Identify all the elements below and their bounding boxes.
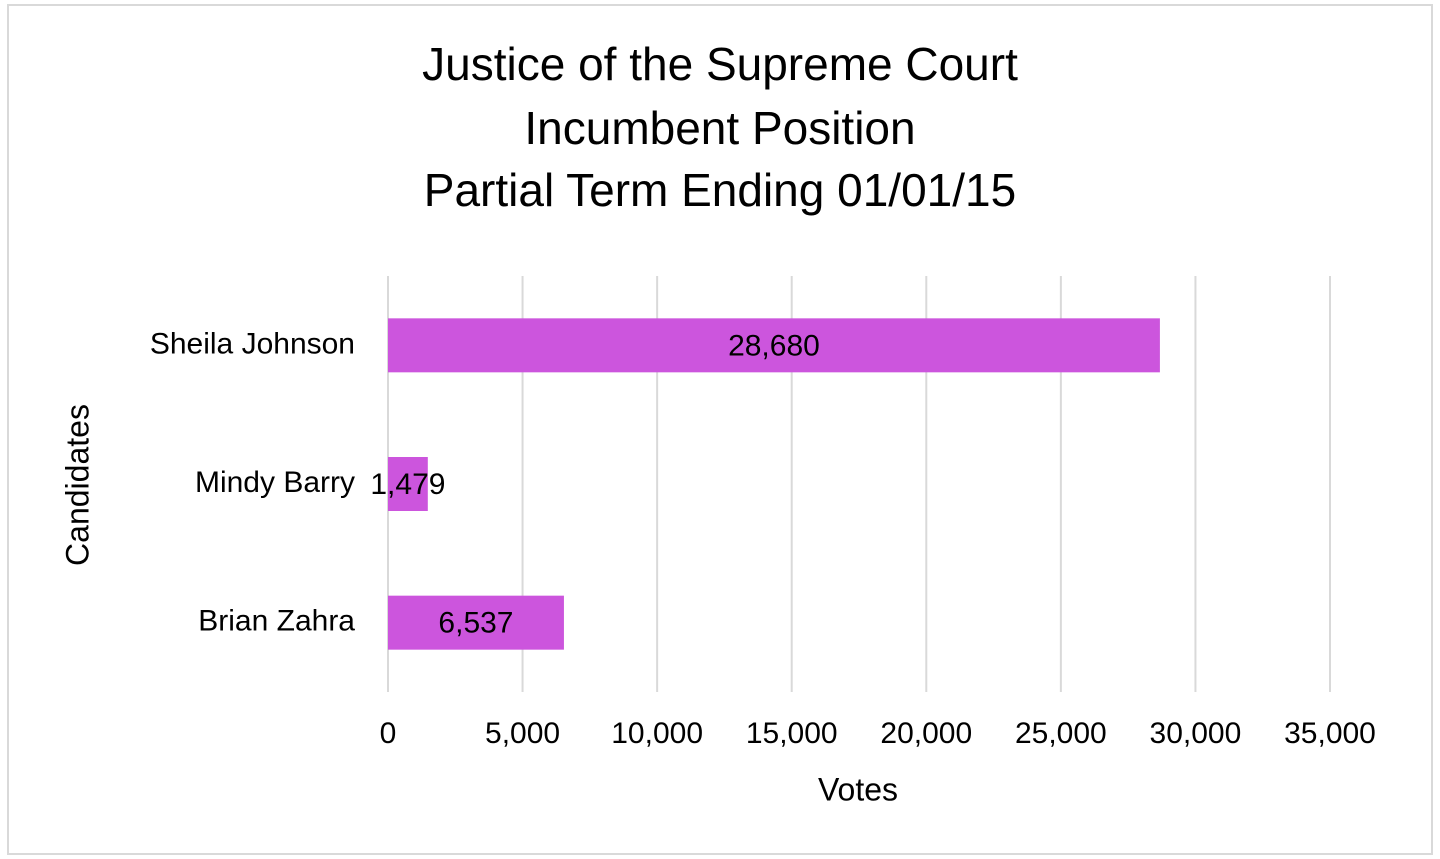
data-label: 28,680 <box>728 329 820 362</box>
y-tick-label: Mindy Barry <box>195 466 355 499</box>
chart-title: Incumbent Position <box>524 102 915 154</box>
bar <box>388 595 564 650</box>
x-tick-label: 35,000 <box>1284 717 1376 750</box>
x-tick-label: 0 <box>380 717 397 750</box>
x-axis-label: Votes <box>818 771 898 807</box>
data-label: 6,537 <box>438 607 513 640</box>
y-tick-label: Brian Zahra <box>198 605 355 638</box>
x-tick-label: 30,000 <box>1150 717 1242 750</box>
x-tick-label: 25,000 <box>1015 717 1107 750</box>
x-tick-label: 15,000 <box>746 717 838 750</box>
chart-title: Justice of the Supreme Court <box>422 38 1018 90</box>
chart-title: Partial Term Ending 01/01/15 <box>424 164 1016 216</box>
bar <box>388 318 1160 373</box>
x-tick-label: 20,000 <box>880 717 972 750</box>
data-label: 1,479 <box>370 468 445 501</box>
x-tick-label: 5,000 <box>485 717 560 750</box>
y-axis-label: Candidates <box>59 404 95 566</box>
bar <box>388 457 428 511</box>
x-tick-label: 10,000 <box>611 717 703 750</box>
y-tick-label: Sheila Johnson <box>150 327 355 360</box>
